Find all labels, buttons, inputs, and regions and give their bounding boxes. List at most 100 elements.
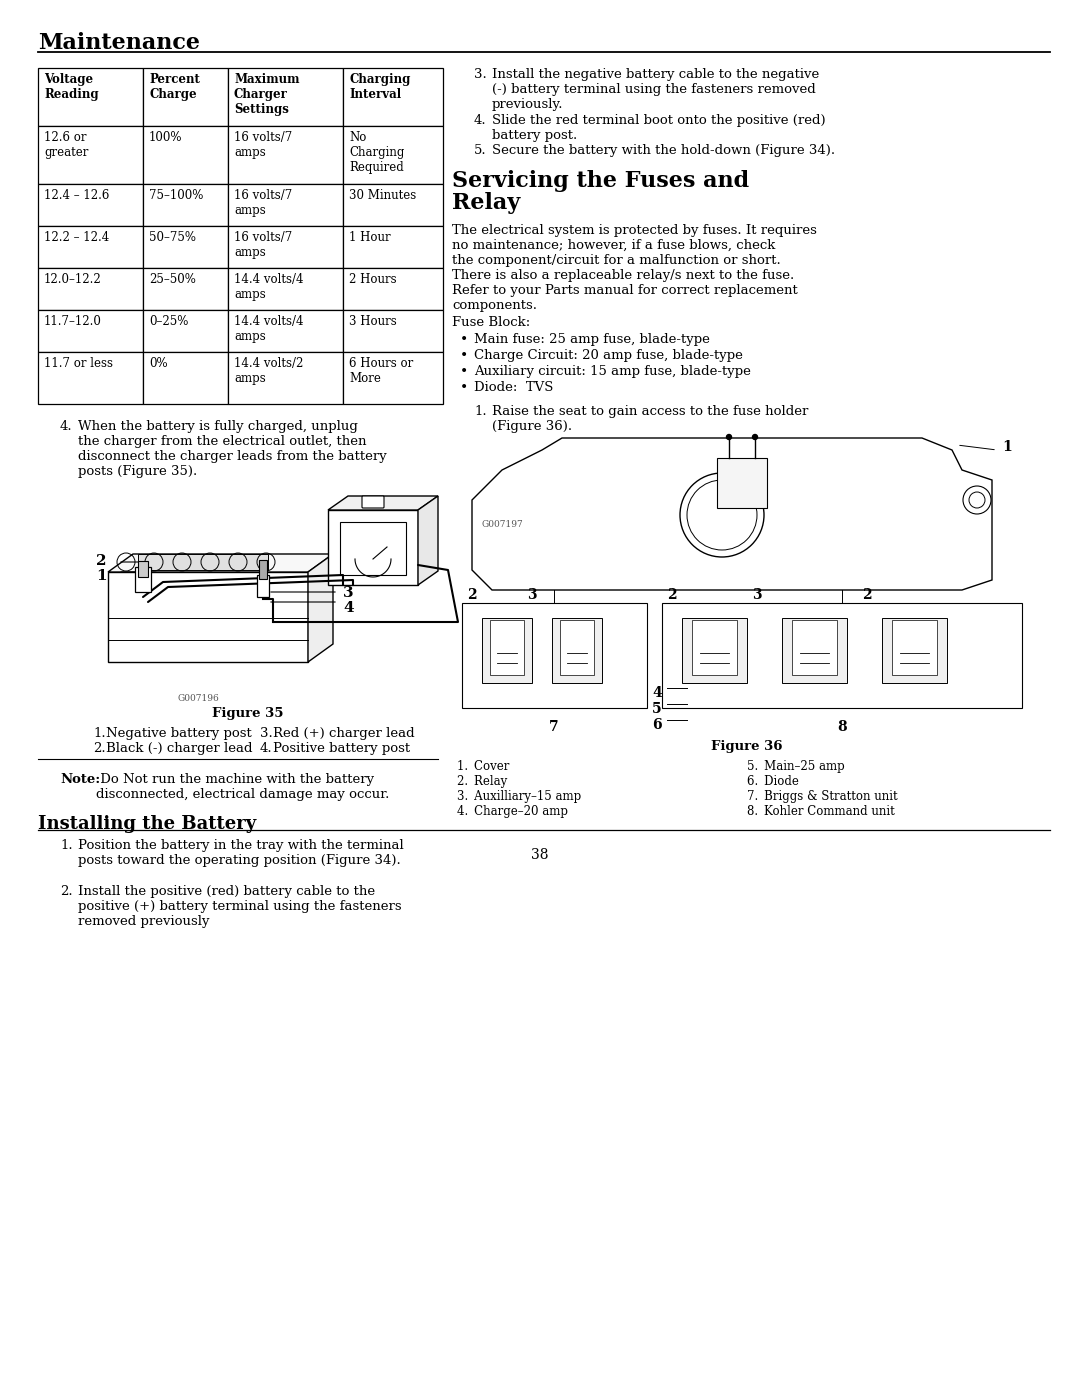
Text: 1. Cover: 1. Cover — [457, 760, 510, 773]
Polygon shape — [328, 496, 438, 510]
Bar — [38, 184, 143, 226]
Text: Figure 36: Figure 36 — [712, 740, 783, 753]
Text: 100%: 100% — [149, 131, 183, 144]
Bar — [692, 620, 737, 675]
Text: 1.: 1. — [474, 405, 487, 418]
Text: 12.0–12.2: 12.0–12.2 — [44, 272, 102, 286]
Bar — [228, 126, 343, 184]
Circle shape — [727, 434, 731, 440]
FancyBboxPatch shape — [362, 496, 384, 509]
Bar — [792, 620, 837, 675]
Bar — [717, 458, 767, 509]
Text: 4. Charge–20 amp: 4. Charge–20 amp — [457, 805, 568, 819]
Text: 3: 3 — [527, 588, 537, 602]
Text: 6. Diode: 6. Diode — [747, 775, 799, 788]
Text: 14.4 volts/4
amps: 14.4 volts/4 amps — [234, 272, 303, 300]
Bar — [561, 620, 594, 675]
Polygon shape — [418, 496, 438, 585]
Text: Servicing the Fuses and: Servicing the Fuses and — [453, 170, 750, 191]
Text: 6: 6 — [652, 718, 662, 732]
Bar — [143, 352, 228, 404]
Text: Maintenance: Maintenance — [38, 32, 200, 54]
Text: 3: 3 — [343, 585, 353, 599]
Text: 6 Hours or
More: 6 Hours or More — [349, 358, 414, 386]
Bar — [143, 268, 228, 310]
Text: G007196: G007196 — [178, 694, 219, 703]
Text: 4: 4 — [343, 601, 353, 615]
Text: Installing the Battery: Installing the Battery — [38, 814, 256, 833]
Bar — [343, 352, 443, 404]
Text: 50–75%: 50–75% — [149, 231, 195, 244]
Text: 2 Hours: 2 Hours — [349, 272, 396, 286]
Text: 7. Briggs & Stratton unit: 7. Briggs & Stratton unit — [747, 789, 897, 803]
Bar — [135, 567, 151, 592]
Text: 12.4 – 12.6: 12.4 – 12.6 — [44, 189, 109, 203]
Bar — [38, 226, 143, 268]
Text: Slide the red terminal boot onto the positive (red)
battery post.: Slide the red terminal boot onto the pos… — [492, 115, 825, 142]
Text: 0–25%: 0–25% — [149, 314, 188, 328]
Text: 3.: 3. — [260, 726, 273, 740]
Bar — [882, 617, 947, 683]
Bar — [38, 352, 143, 404]
Polygon shape — [472, 439, 993, 590]
Bar — [38, 310, 143, 352]
Bar — [340, 522, 406, 576]
Text: 16 volts/7
amps: 16 volts/7 amps — [234, 189, 293, 217]
Text: Main fuse: 25 amp fuse, blade-type: Main fuse: 25 amp fuse, blade-type — [474, 332, 710, 346]
Text: 2. Relay: 2. Relay — [457, 775, 508, 788]
Text: 1: 1 — [96, 569, 107, 583]
Polygon shape — [108, 555, 333, 571]
Text: 2.: 2. — [93, 742, 106, 754]
Bar — [143, 310, 228, 352]
Text: 5. Main–25 amp: 5. Main–25 amp — [747, 760, 845, 773]
Text: Relay: Relay — [453, 191, 521, 214]
Text: 3: 3 — [752, 588, 761, 602]
Bar — [228, 268, 343, 310]
Text: 4.: 4. — [474, 115, 487, 127]
Text: Secure the battery with the hold-down (Figure 34).: Secure the battery with the hold-down (F… — [492, 144, 835, 156]
Bar — [259, 560, 267, 578]
Text: Diode:  TVS: Diode: TVS — [474, 381, 553, 394]
Text: 3.: 3. — [474, 68, 487, 81]
Bar — [143, 184, 228, 226]
Bar — [343, 268, 443, 310]
Bar — [108, 571, 308, 662]
Text: Charge Circuit: 20 amp fuse, blade-type: Charge Circuit: 20 amp fuse, blade-type — [474, 349, 743, 362]
Bar — [228, 184, 343, 226]
Bar — [490, 620, 524, 675]
Text: 38: 38 — [531, 848, 549, 862]
Text: Positive battery post: Positive battery post — [273, 742, 410, 754]
Text: 1.: 1. — [93, 726, 106, 740]
Text: 5: 5 — [652, 703, 662, 717]
Text: G007197: G007197 — [482, 520, 524, 529]
Text: 1 Hour: 1 Hour — [349, 231, 391, 244]
Text: 4.: 4. — [260, 742, 272, 754]
Text: •: • — [460, 365, 469, 379]
Bar — [228, 226, 343, 268]
Text: 4: 4 — [652, 686, 662, 700]
Text: 16 volts/7
amps: 16 volts/7 amps — [234, 231, 293, 258]
Text: 8. Kohler Command unit: 8. Kohler Command unit — [747, 805, 894, 819]
Polygon shape — [308, 555, 333, 662]
Text: 0%: 0% — [149, 358, 167, 370]
Text: 25–50%: 25–50% — [149, 272, 195, 286]
Text: Percent
Charge: Percent Charge — [149, 73, 200, 101]
Text: 2: 2 — [862, 588, 872, 602]
Bar — [343, 126, 443, 184]
Bar — [482, 617, 532, 683]
Circle shape — [753, 434, 757, 440]
Bar — [462, 604, 647, 708]
Text: The electrical system is protected by fuses. It requires
no maintenance; however: The electrical system is protected by fu… — [453, 224, 816, 312]
Bar — [343, 310, 443, 352]
Text: Raise the seat to gain access to the fuse holder
(Figure 36).: Raise the seat to gain access to the fus… — [492, 405, 808, 433]
Text: •: • — [460, 332, 469, 346]
Text: 3 Hours: 3 Hours — [349, 314, 396, 328]
Bar — [662, 604, 1022, 708]
Text: No
Charging
Required: No Charging Required — [349, 131, 404, 175]
Text: Maximum
Charger
Settings: Maximum Charger Settings — [234, 73, 299, 116]
Text: 1: 1 — [1002, 440, 1012, 454]
Text: 5.: 5. — [474, 144, 487, 156]
Text: Negative battery post: Negative battery post — [106, 726, 252, 740]
Bar — [228, 352, 343, 404]
Text: 16 volts/7
amps: 16 volts/7 amps — [234, 131, 293, 159]
